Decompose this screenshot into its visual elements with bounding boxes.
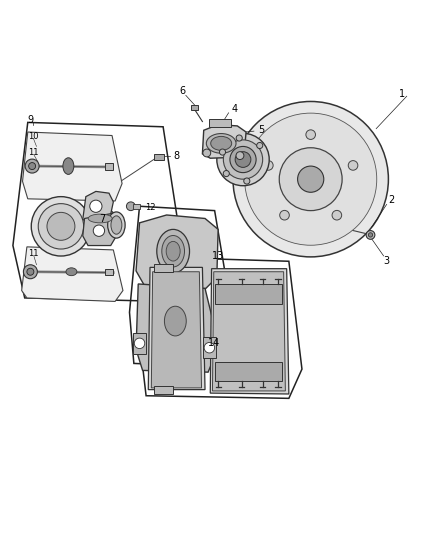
Ellipse shape <box>66 268 77 276</box>
Circle shape <box>244 178 250 184</box>
Ellipse shape <box>97 214 114 236</box>
Text: 8: 8 <box>173 151 179 161</box>
Circle shape <box>23 265 37 279</box>
Ellipse shape <box>88 214 112 223</box>
Ellipse shape <box>93 209 118 241</box>
Text: 3: 3 <box>384 256 390 266</box>
Bar <box>209 119 231 127</box>
Text: 9: 9 <box>27 115 33 125</box>
Ellipse shape <box>211 136 232 150</box>
Circle shape <box>280 211 290 220</box>
Ellipse shape <box>108 212 125 238</box>
Circle shape <box>219 149 226 155</box>
Polygon shape <box>212 272 286 391</box>
Text: 5: 5 <box>259 125 265 135</box>
Text: 6: 6 <box>179 86 185 96</box>
Ellipse shape <box>63 158 74 174</box>
Circle shape <box>306 130 315 140</box>
Bar <box>203 337 216 358</box>
Circle shape <box>297 166 324 192</box>
Circle shape <box>245 113 377 245</box>
Ellipse shape <box>166 241 180 261</box>
Polygon shape <box>136 284 219 372</box>
Text: 13: 13 <box>212 251 224 261</box>
Circle shape <box>203 149 211 157</box>
Bar <box>133 333 146 354</box>
Bar <box>191 106 198 110</box>
Circle shape <box>217 133 269 185</box>
Circle shape <box>257 142 263 149</box>
Circle shape <box>204 343 215 353</box>
Bar <box>105 163 113 169</box>
Circle shape <box>223 140 263 179</box>
Circle shape <box>366 231 375 239</box>
Polygon shape <box>83 191 113 223</box>
Circle shape <box>93 225 105 236</box>
Circle shape <box>134 338 145 349</box>
Bar <box>154 154 164 159</box>
Ellipse shape <box>157 229 190 273</box>
Polygon shape <box>21 247 123 302</box>
Circle shape <box>28 163 35 169</box>
Circle shape <box>31 197 91 256</box>
Circle shape <box>25 159 39 173</box>
Text: 2: 2 <box>388 195 394 205</box>
Polygon shape <box>215 362 283 381</box>
Ellipse shape <box>162 236 184 267</box>
Circle shape <box>264 160 273 170</box>
Ellipse shape <box>111 216 122 234</box>
Circle shape <box>233 101 389 257</box>
Text: 7: 7 <box>99 214 105 224</box>
Bar <box>133 204 141 209</box>
Ellipse shape <box>159 300 191 342</box>
Circle shape <box>47 212 75 240</box>
Bar <box>154 386 173 394</box>
Circle shape <box>223 171 230 176</box>
Circle shape <box>90 200 102 212</box>
Circle shape <box>236 152 244 159</box>
Circle shape <box>348 160 358 170</box>
Circle shape <box>368 233 373 237</box>
Text: 14: 14 <box>208 338 220 348</box>
Circle shape <box>38 204 84 249</box>
Polygon shape <box>210 269 289 394</box>
Text: 11: 11 <box>28 148 38 157</box>
Circle shape <box>235 152 251 167</box>
Text: 12: 12 <box>145 203 155 212</box>
Polygon shape <box>148 268 205 390</box>
Text: 4: 4 <box>231 104 237 114</box>
Polygon shape <box>83 213 118 246</box>
Circle shape <box>127 202 135 211</box>
Polygon shape <box>151 272 201 388</box>
Polygon shape <box>215 284 283 304</box>
Circle shape <box>236 135 242 141</box>
Circle shape <box>27 268 34 275</box>
Circle shape <box>332 211 342 220</box>
Ellipse shape <box>164 306 186 336</box>
Polygon shape <box>202 125 246 158</box>
Circle shape <box>230 147 256 173</box>
Polygon shape <box>22 132 122 201</box>
Bar <box>154 264 173 272</box>
Ellipse shape <box>206 134 236 153</box>
Polygon shape <box>136 215 218 289</box>
Text: 11: 11 <box>28 249 38 258</box>
Circle shape <box>279 148 342 211</box>
Text: 1: 1 <box>399 89 406 99</box>
Bar <box>105 269 113 275</box>
Text: 10: 10 <box>28 132 38 141</box>
